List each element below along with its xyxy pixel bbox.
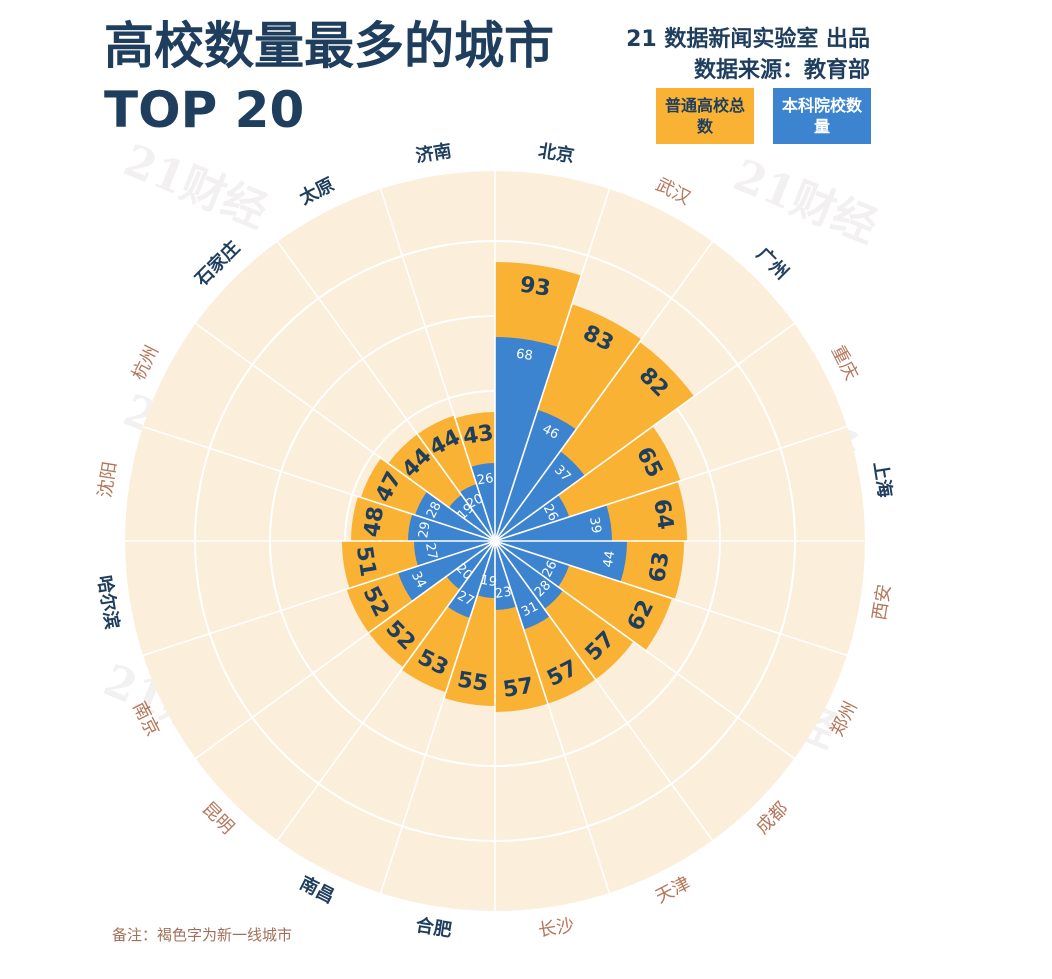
category-label: 沈阳	[95, 460, 121, 499]
spoke	[494, 540, 795, 760]
spoke	[276, 241, 496, 542]
legend-undergrad-schools: 本科院校数量	[773, 88, 871, 144]
undergrad-bar	[448, 494, 495, 541]
undergrad-value-label: 20	[464, 491, 486, 512]
legend-total-schools: 普通高校总数	[656, 88, 754, 144]
category-label: 杭州	[128, 342, 163, 384]
category-label: 太原	[296, 173, 338, 209]
undergrad-bar	[447, 541, 495, 619]
category-label: 合肥	[414, 914, 453, 941]
category-label: 济南	[414, 140, 453, 167]
spoke	[494, 540, 848, 657]
spoke	[494, 241, 714, 542]
category-label: 成都	[752, 798, 792, 838]
category-label: 武汉	[652, 174, 694, 209]
category-label: 上海	[869, 460, 896, 499]
total-value-label: 64	[648, 497, 677, 531]
title-line-2: TOP 20	[104, 81, 305, 139]
category-label: 长沙	[537, 915, 576, 941]
undergrad-value-label: 44	[601, 550, 618, 569]
category-label: 南昌	[296, 872, 338, 908]
total-value-label: 93	[518, 272, 552, 301]
title-line-1: 高校数量最多的城市	[104, 17, 554, 75]
spoke	[379, 540, 496, 894]
total-value-label: 48	[360, 505, 389, 539]
undergrad-value-label: 19	[479, 573, 498, 590]
spoke	[195, 540, 496, 760]
watermark-text: 21财经	[117, 135, 274, 238]
undergrad-bar	[495, 541, 550, 630]
undergrad-bar	[459, 483, 495, 541]
spoke	[494, 540, 714, 841]
category-label: 广州	[752, 243, 793, 284]
spoke	[379, 188, 496, 542]
spoke	[494, 540, 611, 894]
spoke	[142, 425, 496, 542]
undergrad-bar	[397, 541, 495, 601]
credit-block: 21 数据新闻实验室 出品 数据来源：教育部	[626, 24, 870, 86]
chart-title: 高校数量最多的城市 TOP 20	[104, 14, 554, 142]
undergrad-bar	[446, 541, 495, 590]
undergrad-value-label: 34	[408, 569, 429, 591]
category-label: 哈尔滨	[93, 574, 123, 631]
undergrad-value-label: 39	[586, 516, 603, 535]
undergrad-value-label: 26	[540, 502, 561, 524]
category-label: 西安	[869, 583, 895, 622]
spoke	[195, 322, 496, 542]
spokes	[125, 171, 865, 911]
undergrad-value-label: 68	[515, 347, 534, 364]
undergrad-value-label: 23	[494, 585, 513, 602]
spoke	[494, 322, 795, 542]
category-label: 昆明	[198, 798, 238, 838]
spoke	[142, 540, 496, 657]
undergrad-value-label: 46	[540, 422, 562, 443]
undergrad-value-label: 26	[476, 471, 495, 488]
total-value-label: 57	[501, 673, 535, 702]
spoke	[494, 425, 848, 542]
publisher-credit: 21 数据新闻实验室 出品	[626, 27, 870, 52]
category-label: 重庆	[827, 342, 862, 384]
total-value-label: 63	[645, 550, 674, 584]
spoke	[276, 540, 496, 841]
spoke	[494, 188, 611, 542]
total-value-label: 55	[456, 667, 490, 696]
category-label: 郑州	[827, 698, 862, 740]
undergrad-bar	[495, 541, 563, 609]
category-label: 北京	[537, 140, 576, 167]
undergrad-bar	[495, 495, 570, 541]
category-label: 天津	[652, 873, 694, 908]
data-source: 数据来源：教育部	[693, 58, 870, 83]
undergrad-value-label: 27	[455, 588, 477, 609]
undergrad-bar	[495, 451, 585, 541]
undergrad-value-label: 26	[540, 558, 561, 580]
undergrad-value-label: 28	[424, 499, 445, 521]
total-value-label: 51	[351, 544, 380, 578]
undergrad-bar	[495, 541, 570, 587]
footnote: 备注：褐色字为新一线城市	[112, 926, 293, 944]
undergrad-value-label: 27	[422, 542, 439, 561]
undergrad-value-label: 31	[519, 599, 541, 620]
watermark-text: 21财经	[727, 150, 884, 253]
undergrad-bar	[415, 491, 495, 541]
total-value-label: 43	[461, 421, 495, 450]
undergrad-value-label: 29	[416, 521, 433, 540]
undergrad-bar	[495, 409, 577, 541]
